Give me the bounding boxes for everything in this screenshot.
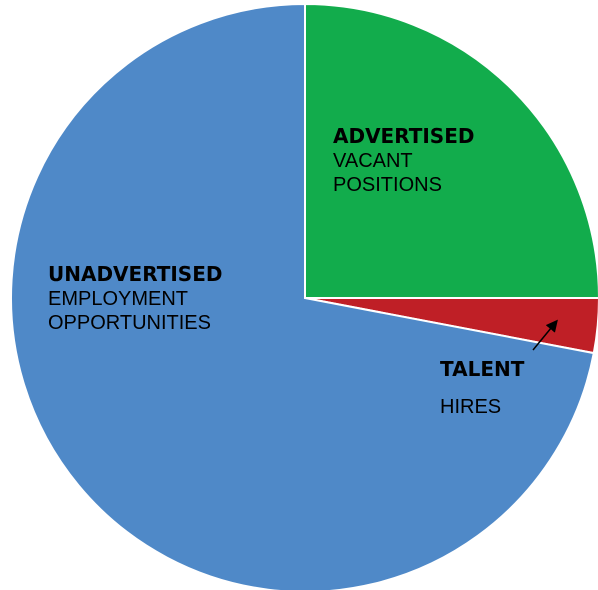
label-advertised-line2: POSITIONS — [333, 174, 442, 196]
label-talent-line1: HIRES — [440, 396, 501, 418]
label-talent: TALENT HIRES — [440, 357, 525, 418]
label-unadvertised-line2: OPPORTUNITIES — [48, 312, 211, 334]
pie-slice-advertised — [304, 2, 598, 299]
label-advertised: ADVERTISED VACANT POSITIONS — [333, 124, 474, 196]
label-talent-title: TALENT — [440, 357, 525, 381]
pie-slices — [10, 2, 598, 590]
label-advertised-title: ADVERTISED — [333, 124, 474, 148]
label-advertised-line1: VACANT — [333, 150, 413, 172]
pie-slice-unadvertised — [10, 2, 595, 590]
talent-pointer-arrow — [532, 319, 558, 351]
label-unadvertised: UNADVERTISED EMPLOYMENT OPPORTUNITIES — [48, 262, 222, 334]
label-unadvertised-line1: EMPLOYMENT — [48, 288, 188, 310]
label-unadvertised-title: UNADVERTISED — [48, 262, 222, 286]
